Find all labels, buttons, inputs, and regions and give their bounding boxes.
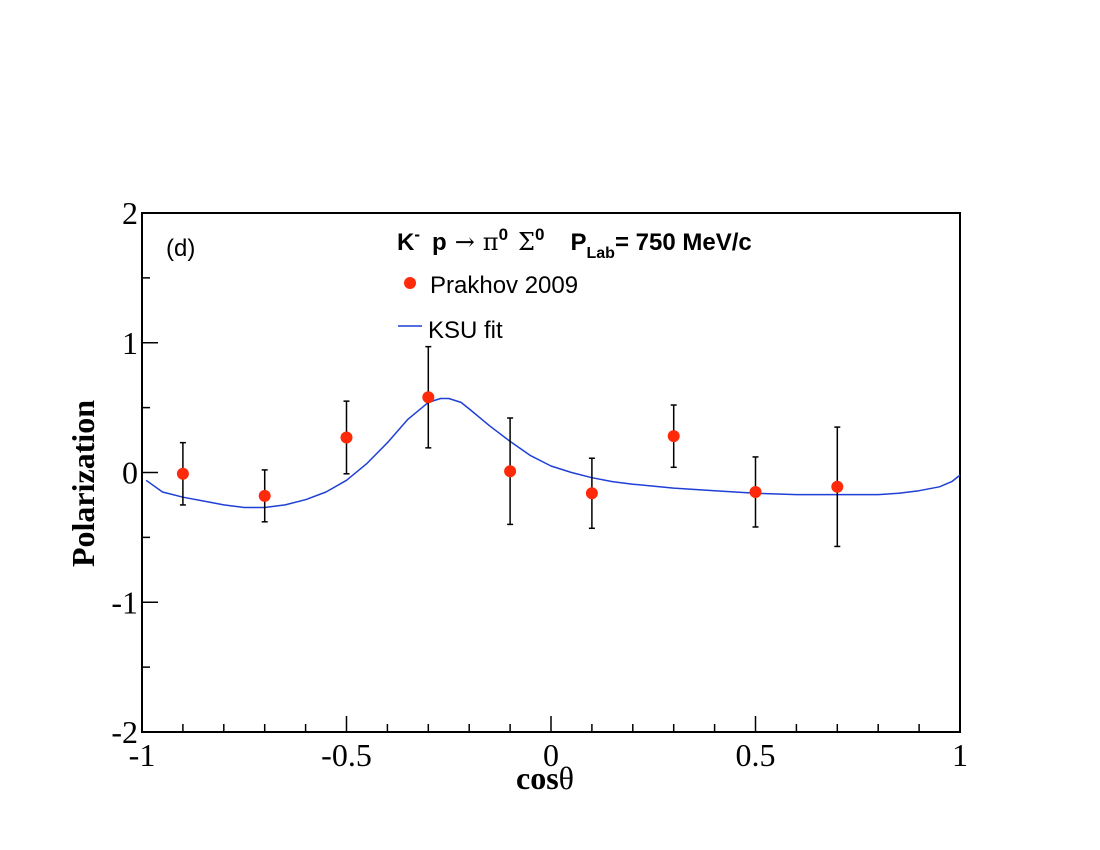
legend-marker-prakhov (404, 277, 416, 289)
y-tick-label: 0 (122, 455, 138, 491)
points-layer (176, 345, 844, 548)
ksu-fit-line (145, 397, 961, 509)
y-tick-label: 2 (122, 195, 138, 231)
data-point (422, 391, 435, 404)
data-point (504, 465, 517, 478)
x-tick-label: -0.5 (321, 737, 372, 773)
y-tick-labels: 2 1 0 -1 -2 (111, 195, 138, 750)
panel-label: (d) (166, 235, 195, 262)
x-tick-label: 1 (952, 737, 968, 773)
legend-label-ksu: KSU fit (428, 317, 503, 344)
title-arrow: → (455, 228, 475, 256)
x-tick-label: 0.5 (736, 737, 776, 773)
axis-ticks (141, 212, 961, 733)
title-plab-sub: Lab (587, 245, 616, 262)
data-point (831, 480, 844, 493)
title-pion-charge: 0 (499, 225, 508, 244)
title-proton: p (432, 229, 447, 256)
x-tick-labels: -1 -0.5 0 0.5 1 (129, 737, 968, 773)
data-point (340, 431, 353, 444)
fit-layer (145, 397, 961, 509)
data-point (749, 485, 762, 498)
title-pion: π (483, 228, 499, 256)
data-point (176, 467, 189, 480)
title-plab: P (570, 229, 586, 256)
chart-title: K-p → π0 Σ0 PLab= 750 MeV/c (397, 225, 752, 262)
data-point (667, 430, 680, 443)
title-kaon-charge: - (414, 225, 420, 244)
y-tick-label: -2 (111, 714, 138, 750)
title-kaon: K (397, 229, 415, 256)
data-point (258, 489, 271, 502)
title-sigma: Σ (518, 228, 535, 256)
x-tick-label: -1 (129, 737, 156, 773)
legend: Prakhov 2009 KSU fit (398, 272, 578, 344)
x-tick-label: 0 (543, 737, 559, 773)
y-tick-label: 1 (122, 325, 138, 361)
y-axis-title: Polarization (65, 400, 101, 567)
title-plab-value: = 750 MeV/c (615, 229, 752, 256)
data-point (585, 487, 598, 500)
x-axis-title-cos: cos (516, 760, 559, 796)
x-axis-title-theta: θ (559, 760, 574, 796)
x-axis-title: cosθ (516, 760, 574, 796)
legend-label-prakhov: Prakhov 2009 (430, 272, 578, 299)
y-tick-label: -1 (111, 584, 138, 620)
title-sigma-charge: 0 (535, 225, 544, 244)
